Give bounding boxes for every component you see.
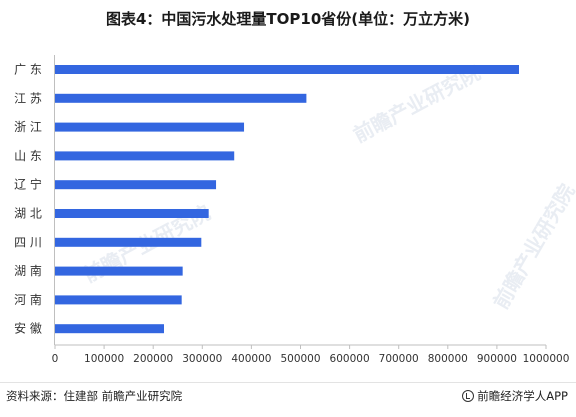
- category-label: 四 川: [14, 235, 42, 249]
- bar-4: [55, 151, 235, 161]
- category-label: 河 南: [14, 292, 42, 307]
- category-label: 湖 南: [14, 263, 42, 278]
- category-label: 山 东: [14, 149, 42, 163]
- x-tick-label: 1000000: [523, 353, 570, 365]
- category-label: 广 东: [14, 63, 42, 77]
- footer-divider: [0, 382, 576, 383]
- source-note: 资料来源：住建部 前瞻产业研究院: [6, 389, 183, 403]
- bar-8: [55, 266, 183, 276]
- x-tick-label: 500000: [280, 353, 320, 365]
- x-tick-label: 700000: [379, 353, 419, 365]
- x-tick-label: 200000: [133, 353, 173, 365]
- bar-9: [55, 295, 182, 305]
- category-label: 辽 宁: [14, 177, 42, 192]
- category-labels: 广 东江 苏浙 江山 东辽 宁湖 北四 川湖 南河 南安 徽: [14, 63, 42, 336]
- category-label: 湖 北: [14, 206, 42, 221]
- bar-3: [55, 122, 245, 132]
- bar-6: [55, 209, 209, 218]
- watermark-text: 前瞻产业研究院: [489, 180, 576, 313]
- x-tick-label: 900000: [477, 353, 517, 365]
- x-tick-label: 300000: [182, 353, 222, 365]
- category-label: 安 徽: [14, 321, 42, 336]
- brand-label: 前瞻经济学人APP: [477, 389, 568, 403]
- x-axis: 0 100000 200000 300000 400000 500000 600000 700…: [52, 55, 570, 365]
- bar-2: [55, 93, 307, 103]
- qianzhan-logo-icon: [462, 390, 475, 402]
- x-tick-label: 400000: [231, 353, 271, 365]
- category-label: 江 苏: [14, 91, 42, 105]
- bar-10: [55, 324, 165, 334]
- chart-title: 图表4：中国污水处理量TOP10省份(单位：万立方米): [105, 10, 470, 28]
- x-tick-label: 600000: [330, 353, 370, 365]
- bar-5: [55, 180, 217, 190]
- category-label: 浙 江: [14, 120, 42, 134]
- x-tick-label: 800000: [428, 353, 468, 365]
- x-tick-label: 100000: [84, 353, 124, 365]
- brand-credit: 前瞻经济学人APP: [462, 388, 568, 404]
- bars-layer: [55, 65, 519, 334]
- bar-7: [55, 237, 202, 247]
- x-tick-label: 0: [52, 353, 59, 365]
- bar-1: [55, 65, 519, 74]
